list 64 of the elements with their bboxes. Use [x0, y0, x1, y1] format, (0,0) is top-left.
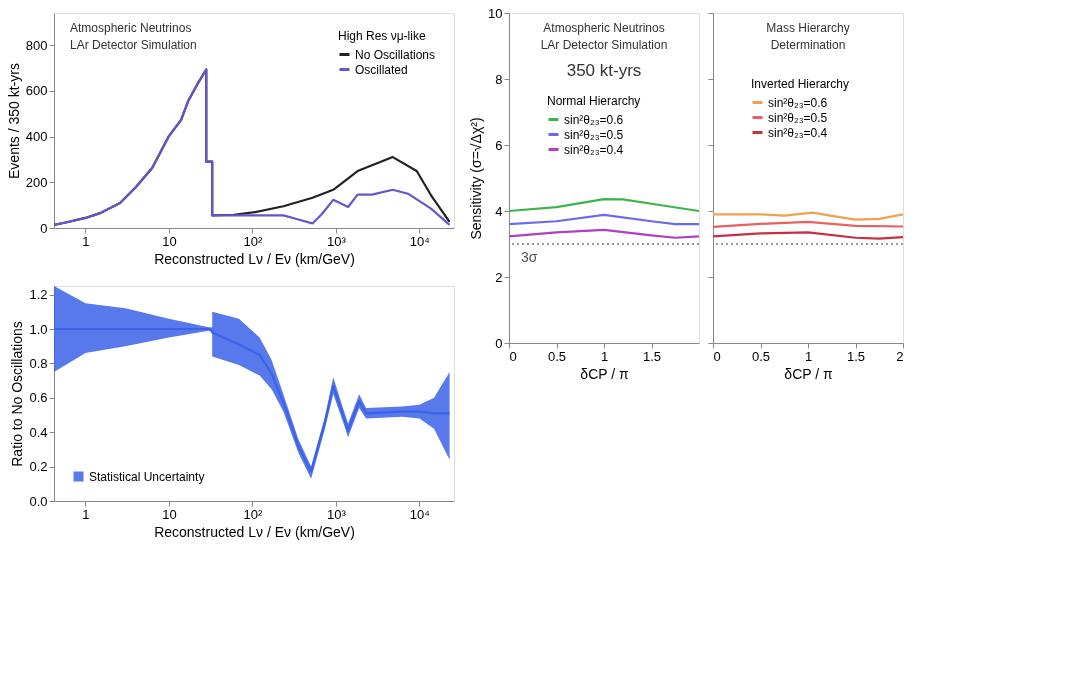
annotation: Determination [770, 38, 846, 52]
x-tick-label: 1.5 [642, 348, 662, 364]
x-tick-label: 10² [243, 506, 263, 522]
y-tick-label: 10 [488, 5, 503, 21]
annotation: LAr Detector Simulation [70, 38, 197, 52]
x-tick-label: 10 [162, 506, 177, 522]
x-tick-label: 10⁴ [409, 506, 430, 522]
x-axis-title: δCP / π [580, 365, 629, 382]
x-tick-label: 0.5 [751, 348, 771, 364]
annotation: Atmospheric Neutrinos [70, 21, 192, 35]
x-tick-label: 0 [713, 348, 721, 364]
y-axis-title: Sensitivity (σ=√Δχ²) [468, 117, 485, 240]
legend-label: Statistical Uncertainty [89, 469, 205, 484]
legend-label: sin²θ₂₃=0.4 [564, 142, 624, 157]
x-tick-label: 0 [509, 348, 517, 364]
y-tick-label: 4 [495, 203, 503, 219]
y-tick-label: 0.2 [29, 459, 48, 475]
y-tick-label: 0.6 [29, 390, 48, 406]
y-tick-label: 200 [25, 174, 48, 190]
annotation: 350 kt-yrs [566, 61, 642, 80]
legend-title: Normal Hierarchy [547, 94, 641, 108]
x-tick-label: 1.5 [846, 348, 866, 364]
legend-label: sin²θ₂₃=0.5 [768, 110, 828, 125]
legend-title: High Res νμ-like [338, 29, 426, 43]
y-tick-label: 8 [495, 71, 503, 87]
annotation: Atmospheric Neutrinos [543, 21, 665, 35]
x-axis-title: Reconstructed Lν / Eν (km/GeV) [154, 250, 355, 267]
x-tick-label: 10² [243, 233, 263, 249]
x-tick-label: 1 [600, 348, 609, 364]
y-tick-label: 1.2 [29, 287, 48, 303]
y-tick-label: 1.0 [29, 321, 48, 337]
y-tick-label: 800 [25, 37, 48, 53]
y-tick-label: 0.4 [29, 424, 48, 440]
legend-label: sin²θ₂₃=0.6 [768, 95, 828, 110]
y-tick-label: 0.0 [29, 493, 48, 509]
annotation: Mass Hierarchy [766, 21, 850, 35]
legend-label: No Oscillations [355, 47, 436, 62]
x-axis-title: δCP / π [784, 365, 833, 382]
annotation: LAr Detector Simulation [540, 38, 668, 52]
legend-label: sin²θ₂₃=0.4 [768, 125, 828, 140]
y-tick-label: 0 [40, 220, 48, 236]
legend-label: sin²θ₂₃=0.6 [564, 112, 624, 127]
x-tick-label: 1 [82, 506, 90, 522]
y-axis-title: Events / 350 kt-yrs [5, 63, 22, 179]
y-tick-label: 2 [495, 269, 503, 285]
x-tick-label: 0.5 [547, 348, 567, 364]
x-tick-label: 10³ [326, 506, 347, 522]
x-tick-label: 10⁴ [409, 233, 430, 249]
x-tick-label: 1 [82, 233, 90, 249]
y-axis-title: Ratio to No Oscillations [9, 321, 26, 467]
y-tick-label: 0.8 [29, 355, 48, 371]
x-tick-label: 10 [162, 233, 177, 249]
x-axis-title: Reconstructed Lν / Eν (km/GeV) [154, 523, 355, 540]
x-tick-label: 10³ [326, 233, 347, 249]
legend-title: Inverted Hierarchy [751, 77, 850, 91]
y-tick-label: 400 [25, 129, 48, 145]
x-tick-label: 1 [804, 348, 813, 364]
legend-label: Oscillated [355, 62, 408, 77]
legend-label: sin²θ₂₃=0.5 [564, 127, 624, 142]
ref-line-label: 3σ [521, 249, 538, 265]
y-tick-label: 600 [25, 83, 48, 99]
y-tick-label: 0 [495, 335, 503, 351]
x-tick-label: 2 [896, 348, 904, 364]
y-tick-label: 6 [495, 137, 503, 153]
